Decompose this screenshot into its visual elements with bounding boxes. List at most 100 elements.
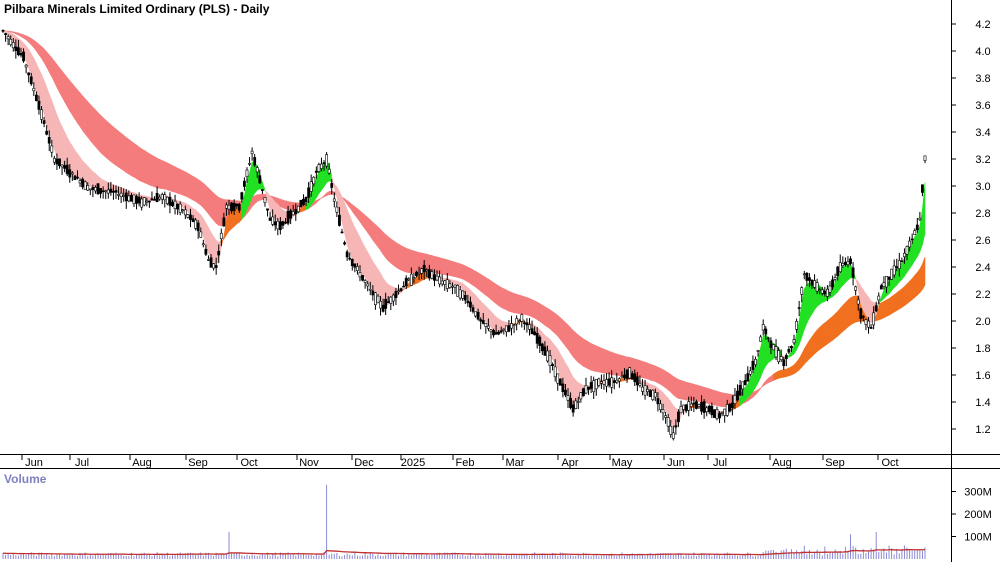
long-term-ribbon-segment — [791, 364, 795, 376]
long-term-ribbon-segment — [97, 111, 101, 154]
long-term-ribbon-segment — [493, 281, 497, 305]
long-term-ribbon-segment — [364, 214, 368, 234]
long-term-ribbon-segment — [282, 199, 286, 210]
candle-body — [312, 176, 316, 185]
candle-body — [243, 180, 246, 187]
candle-body — [515, 318, 519, 325]
x-tick-label: Jun — [667, 457, 685, 469]
long-term-ribbon-segment — [675, 377, 679, 399]
candle-body — [805, 272, 809, 281]
candle-body — [664, 415, 668, 418]
long-term-ribbon-segment — [786, 367, 790, 378]
candle-body — [725, 404, 729, 416]
candle-body — [921, 184, 924, 193]
candle-body — [391, 294, 395, 302]
y-tick-label: 1.4 — [975, 397, 990, 409]
long-term-ribbon-segment — [881, 301, 885, 320]
candle-body — [268, 217, 272, 221]
candle-body — [201, 243, 205, 246]
long-term-ribbon-segment — [84, 97, 89, 139]
long-term-ribbon-segment — [904, 283, 908, 307]
candle-body — [797, 307, 801, 309]
long-term-ribbon-segment — [369, 219, 374, 241]
candle-body — [65, 164, 69, 175]
long-term-ribbon-segment — [218, 196, 222, 227]
long-term-ribbon-segment — [536, 301, 541, 322]
candle-body — [291, 211, 295, 216]
long-term-ribbon-segment — [899, 288, 903, 310]
long-term-ribbon-segment — [567, 324, 571, 354]
candle-body — [556, 373, 560, 384]
long-term-ribbon-segment — [524, 296, 528, 316]
candle-body — [314, 170, 318, 173]
long-term-ribbon-segment — [811, 332, 815, 358]
candle-body — [373, 292, 377, 306]
candle-body — [448, 283, 452, 288]
long-term-ribbon-segment — [780, 369, 785, 378]
candle-body — [813, 280, 816, 288]
long-term-ribbon-segment — [585, 339, 589, 370]
candle-body — [695, 401, 698, 409]
candle-body — [237, 203, 241, 211]
candle-body — [756, 350, 760, 352]
long-term-ribbon-segment — [403, 246, 407, 273]
long-term-ribbon-segment — [673, 375, 677, 398]
long-term-ribbon-segment — [472, 269, 476, 288]
short-term-ribbon-segment — [364, 246, 368, 282]
candle-body — [661, 409, 665, 414]
candle-body — [831, 279, 834, 288]
candle-body — [112, 190, 115, 193]
candle-body — [564, 389, 567, 396]
long-term-ribbon-segment — [919, 263, 923, 294]
candle-body — [379, 301, 382, 309]
candle-body — [47, 137, 51, 144]
candle-body — [325, 154, 328, 167]
long-term-ribbon-segment — [652, 364, 656, 382]
long-term-ribbon-segment — [400, 245, 404, 272]
candle-body — [19, 53, 23, 56]
candle-body — [294, 209, 298, 215]
x-tick-label: May — [612, 457, 633, 469]
x-tick-label: Apr — [561, 457, 578, 469]
y-tick-label: 3.4 — [975, 127, 990, 139]
candle-body — [263, 197, 267, 203]
long-term-ribbon-segment — [783, 368, 787, 378]
candle-body — [741, 381, 745, 390]
candle-body — [6, 36, 10, 40]
candle-body — [70, 172, 74, 175]
candle-body — [438, 276, 442, 285]
long-term-ribbon-segment — [146, 151, 150, 186]
candle-body — [443, 280, 447, 285]
candle-body — [887, 276, 891, 280]
candle-body — [748, 370, 752, 375]
candle-body — [633, 373, 637, 383]
candle-body — [553, 366, 557, 378]
short-term-ribbon-segment — [375, 264, 379, 295]
candle-body — [790, 346, 793, 349]
candle-body — [322, 162, 326, 164]
candle-body — [892, 265, 896, 276]
candle-body — [905, 246, 909, 255]
long-term-ribbon-segment — [922, 256, 926, 291]
candle-body — [37, 100, 41, 110]
long-term-ribbon-segment — [90, 103, 94, 145]
candle-body — [132, 194, 136, 205]
short-term-ribbon-segment — [61, 126, 65, 167]
candle-body — [83, 181, 87, 190]
candle-body — [879, 285, 883, 290]
long-term-ribbon-segment — [506, 289, 510, 312]
candle-body — [687, 401, 691, 411]
candle-body — [230, 202, 233, 212]
long-term-ribbon-segment — [131, 140, 135, 178]
long-term-ribbon-segment — [372, 221, 376, 245]
long-term-ribbon-segment — [185, 171, 189, 198]
candle-body — [736, 390, 739, 401]
candle-body — [181, 209, 185, 212]
long-term-ribbon-segment — [74, 86, 78, 124]
long-term-ribbon-segment — [105, 119, 109, 160]
long-term-ribbon-segment — [914, 271, 918, 299]
long-term-ribbon-segment — [482, 275, 487, 296]
long-term-ribbon-segment — [457, 262, 461, 279]
candle-body — [769, 340, 773, 348]
candle-body — [119, 192, 123, 198]
